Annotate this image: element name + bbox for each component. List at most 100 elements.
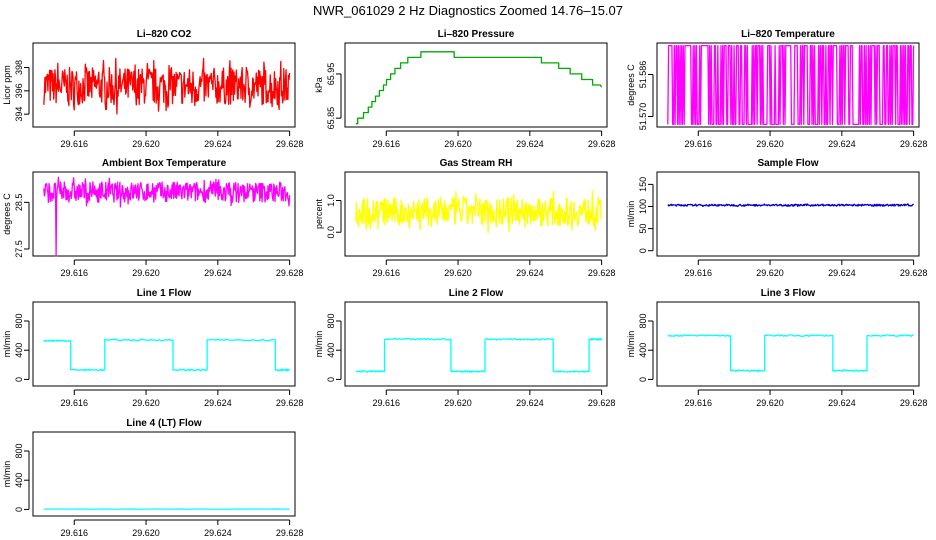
- plot-frame: [32, 171, 296, 257]
- data-series-line: [43, 338, 291, 372]
- x-tick-label: 29.624: [828, 398, 856, 408]
- x-tick-label: 29.616: [61, 268, 89, 278]
- x-tick-label: 29.620: [132, 268, 160, 278]
- data-series-line: [355, 51, 603, 125]
- chart-panel: Li–820 Temperature degrees C 29.616 29.620 2…: [626, 29, 927, 149]
- y-axis-label: ml/min: [626, 201, 636, 228]
- x-tick-label: 29.620: [444, 268, 472, 278]
- x-tick-label: 29.616: [373, 398, 401, 408]
- data-series-line: [355, 337, 603, 373]
- x-tick-label: 29.620: [756, 268, 784, 278]
- chart-panel: Line 2 Flow ml/min 29.616 29.620 29.624 29.62…: [314, 288, 615, 408]
- y-tick-label: 0.0: [326, 226, 336, 239]
- x-tick-label: 29.628: [900, 268, 928, 278]
- y-tick-label: 0: [638, 248, 648, 253]
- chart-title: Line 4 (LT) Flow: [126, 418, 202, 429]
- x-tick-label: 29.620: [132, 139, 160, 149]
- data-series-line: [355, 189, 602, 234]
- x-tick-label: 29.624: [516, 268, 544, 278]
- y-tick-label: 400: [638, 343, 648, 358]
- y-axis-label: kPa: [314, 77, 324, 93]
- chart-title: Line 1 Flow: [137, 288, 192, 299]
- chart-panel: Ambient Box Temperature degrees C 29.616 29…: [2, 158, 303, 278]
- y-axis-label: ml/min: [626, 331, 636, 358]
- chart-panel: Line 3 Flow ml/min 29.616 29.620 29.624 29.62…: [626, 288, 927, 408]
- chart-title: Li–820 CO2: [137, 29, 192, 40]
- x-tick-label: 29.624: [204, 528, 232, 538]
- y-tick-label: 51.570: [638, 103, 648, 131]
- y-tick-label: 51.586: [638, 61, 648, 89]
- y-tick-label: 800: [14, 443, 24, 458]
- x-tick-label: 29.620: [756, 139, 784, 149]
- y-axis-label: ml/min: [2, 461, 12, 488]
- data-series-line: [43, 176, 291, 257]
- y-tick-label: 800: [326, 313, 336, 328]
- data-series-line: [667, 44, 915, 126]
- y-tick-label: 800: [14, 313, 24, 328]
- x-tick-label: 29.628: [276, 528, 304, 538]
- x-tick-label: 29.628: [900, 139, 928, 149]
- chart-title: Ambient Box Temperature: [102, 158, 227, 169]
- figure-title: NWR_061029 2 Hz Diagnostics Zoomed 14.76…: [313, 3, 623, 18]
- chart-panel: Line 1 Flow ml/min 29.616 29.620 29.624 29.62…: [2, 288, 303, 408]
- chart-title: Line 2 Flow: [449, 288, 504, 299]
- y-tick-label: 0: [326, 377, 336, 382]
- plot-frame: [656, 171, 920, 257]
- x-tick-label: 29.616: [685, 139, 713, 149]
- plot-frame: [32, 431, 296, 517]
- x-tick-label: 29.616: [61, 139, 89, 149]
- chart-panel: Li–820 Pressure kPa 29.616 29.620 29.624 29.6…: [314, 29, 615, 149]
- y-axis-label: ml/min: [2, 331, 12, 358]
- x-tick-label: 29.620: [756, 398, 784, 408]
- y-axis-label: degrees C: [626, 64, 636, 106]
- y-tick-label: 0: [638, 377, 648, 382]
- y-axis-label: percent: [314, 198, 324, 229]
- y-tick-label: 28.5: [14, 194, 24, 212]
- x-tick-label: 29.628: [588, 139, 616, 149]
- chart-panel: Line 4 (LT) Flow ml/min 29.616 29.620 29.624…: [2, 418, 303, 538]
- x-tick-label: 29.620: [132, 398, 160, 408]
- y-tick-label: 27.5: [14, 240, 24, 258]
- plot-frame: [32, 42, 296, 128]
- y-tick-label: 394: [14, 107, 24, 122]
- x-tick-label: 29.616: [373, 268, 401, 278]
- x-tick-label: 29.624: [204, 268, 232, 278]
- x-tick-label: 29.616: [61, 528, 89, 538]
- plot-frame: [32, 301, 296, 387]
- x-tick-label: 29.616: [61, 398, 89, 408]
- x-tick-label: 29.628: [900, 398, 928, 408]
- x-tick-label: 29.616: [373, 139, 401, 149]
- data-series-line: [667, 334, 914, 373]
- chart-panel: Li–820 CO2 Licor ppm 29.616 29.620 29.624 29.…: [2, 29, 303, 149]
- chart-title: Sample Flow: [757, 158, 818, 169]
- y-tick-label: 0: [14, 507, 24, 512]
- x-tick-label: 29.624: [204, 398, 232, 408]
- y-tick-label: 400: [326, 343, 336, 358]
- y-tick-label: 800: [638, 313, 648, 328]
- x-tick-label: 29.624: [828, 139, 856, 149]
- data-series-line: [667, 203, 915, 208]
- x-tick-label: 29.628: [276, 139, 304, 149]
- x-tick-label: 29.624: [516, 398, 544, 408]
- plot-frame: [344, 301, 608, 387]
- y-tick-label: 1.0: [326, 194, 336, 207]
- y-axis-label: Licor ppm: [2, 65, 12, 105]
- y-tick-label: 50: [638, 224, 648, 234]
- chart-panel: Gas Stream RH percent 29.616 29.620 29.624 29…: [314, 158, 615, 278]
- x-tick-label: 29.616: [685, 268, 713, 278]
- chart-title: Li–820 Temperature: [741, 29, 835, 40]
- x-tick-label: 29.628: [588, 268, 616, 278]
- x-tick-label: 29.620: [132, 528, 160, 538]
- y-axis-label: degrees C: [2, 193, 12, 235]
- y-tick-label: 100: [638, 199, 648, 214]
- plot-frame: [656, 301, 920, 387]
- y-axis-label: ml/min: [314, 331, 324, 358]
- y-tick-label: 400: [14, 343, 24, 358]
- x-tick-label: 29.624: [828, 268, 856, 278]
- chart-title: Gas Stream RH: [440, 158, 513, 169]
- y-tick-label: 398: [14, 60, 24, 75]
- y-tick-label: 65.95: [326, 63, 336, 86]
- x-tick-label: 29.624: [204, 139, 232, 149]
- chart-title: Li–820 Pressure: [438, 29, 515, 40]
